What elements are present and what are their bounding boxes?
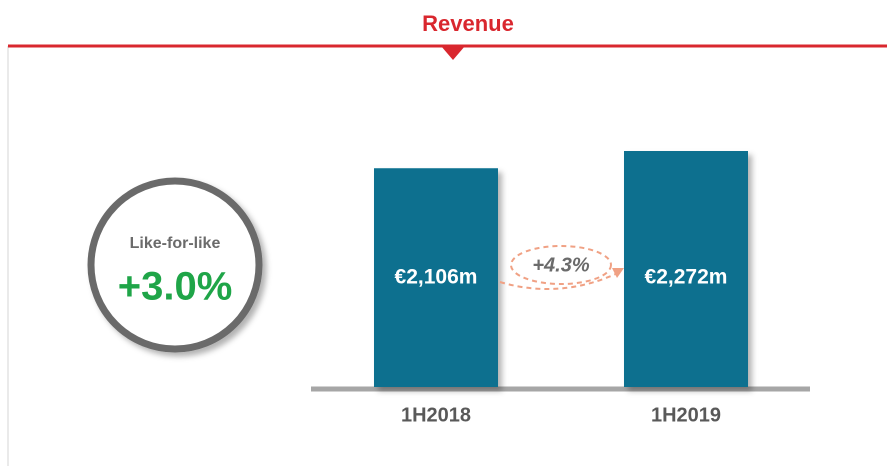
title-pointer <box>441 46 465 60</box>
x-tick-label: 1H2019 <box>651 404 721 426</box>
x-tick-label: 1H2018 <box>401 404 471 426</box>
chart-title: Revenue <box>422 11 514 36</box>
growth-label: +4.3% <box>532 254 589 276</box>
callout-label: Like-for-like <box>130 235 221 252</box>
bar <box>374 168 498 387</box>
value-label: €2,272m <box>645 266 728 289</box>
growth-arrowhead <box>612 268 624 278</box>
bars <box>374 151 748 387</box>
growth-ellipse <box>510 245 612 285</box>
value-label: €2,106m <box>395 266 478 289</box>
bar <box>624 151 748 387</box>
callout-value: +3.0% <box>118 265 233 309</box>
callout-circle <box>87 177 263 353</box>
growth-arrow <box>499 271 621 291</box>
